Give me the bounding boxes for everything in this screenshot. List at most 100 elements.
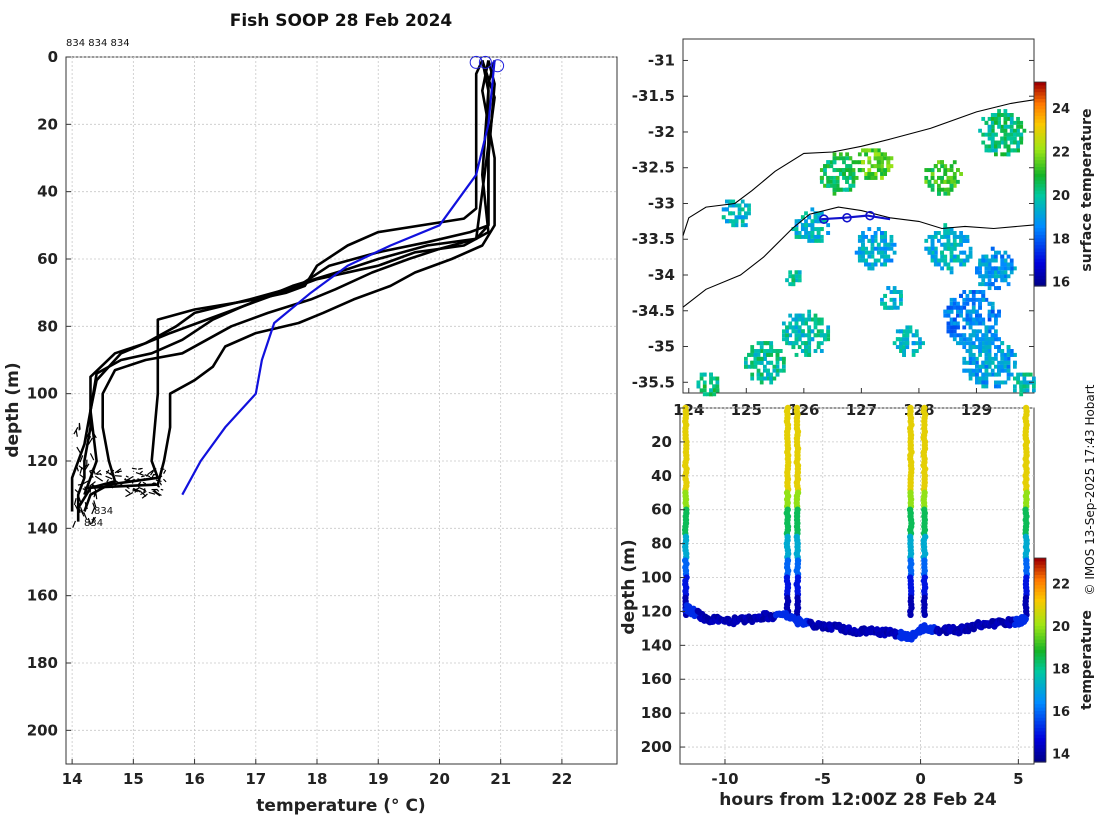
sst-pixel [734,215,739,220]
sst-pixel [905,325,910,330]
colorbar-segment [1034,139,1046,144]
sst-pixel [807,341,812,346]
colorbar-segment [1034,150,1046,154]
sst-pixel [1009,372,1014,377]
sst-pixel [889,297,894,302]
sst-pixel [981,341,986,346]
sst-pixel [747,352,751,357]
sst-pixel [1003,152,1008,157]
sst-pixel [984,258,989,263]
sst-pixel [835,168,840,173]
sst-pixel [813,238,818,243]
sst-pixel [829,164,834,169]
sst-pixel [978,301,982,306]
bottom-noise [125,475,129,478]
sst-pixel [940,187,944,192]
sst-pixel [1016,140,1020,145]
colorbar-tick-label: 14 [1052,748,1070,763]
series-line-profile-5 [84,60,496,490]
sst-pixel [914,349,919,353]
sst-pixel [826,164,831,169]
surface-marker [478,55,492,69]
sst-pixel [1003,136,1008,141]
sst-pixel [1003,258,1008,263]
sst-pixel [743,356,748,361]
sst-pixel [702,380,707,385]
sst-pixel [1000,140,1005,145]
sst-pixel [924,168,929,173]
sst-pixel [933,254,938,259]
bottom-noise [92,483,97,491]
colorbar-segment [1034,228,1046,233]
sst-pixel [1012,128,1017,133]
sst-pixel [930,258,935,263]
sst-pixel [797,219,802,224]
sst-pixel [946,262,951,267]
sst-pixel [826,223,831,228]
sst-pixel [984,262,989,267]
sst-pixel [775,364,780,369]
colorbar-segment [1034,578,1046,583]
sst-pixel [1003,144,1008,149]
sst-pixel [956,254,960,259]
sst-pixel [1003,140,1008,145]
sst-pixel [971,329,976,334]
sst-pixel [962,258,967,263]
sst-pixel [952,333,957,338]
sst-pixel [864,250,869,255]
sst-pixel [785,341,789,346]
sst-pixel [984,148,989,153]
sst-pixel [870,242,875,247]
sst-pixel [753,356,758,361]
sst-pixel [756,360,761,365]
sst-pixel [1003,262,1008,267]
bottom-noise [83,512,88,520]
colorbar-segment [1034,643,1046,647]
sst-pixel [699,376,704,381]
sst-pixel [731,223,736,228]
sst-pixel [743,360,748,365]
sst-pixel [734,223,739,228]
sst-pixel [861,238,865,243]
sst-pixel [959,309,963,314]
sst-pixel [892,305,897,310]
sst-pixel [949,168,954,173]
sst-pixel [965,321,970,326]
sst-pixel [1000,364,1005,369]
colorbar-segment [1034,677,1046,681]
sst-pixel [1003,270,1008,275]
sst-pixel [1019,388,1024,393]
sst-pixel [895,290,900,294]
sst-pixel [971,352,976,357]
sst-pixel [1000,128,1005,133]
sst-pixel [990,282,995,287]
sst-pixel [997,349,1001,353]
colorbar-segment [1034,745,1046,749]
section-panel: -10 -5 0 5 20 40 60 80 100 120 140 160 180 200 14 16 18… [619,404,1095,810]
sst-pixel [1022,388,1027,393]
sst-pixel [794,274,799,279]
sst-pixel [968,376,973,381]
colorbar-segment [1034,751,1046,756]
sst-pixel [886,286,891,291]
sst-pixel [810,227,815,232]
sst-pixel [804,211,808,216]
sst-pixel [883,293,888,298]
colorbar-segment [1034,180,1046,185]
sst-pixel [927,179,932,184]
sst-pixel [835,187,840,192]
sst-pixel [800,215,805,220]
sst-pixel [788,325,793,330]
bottom-noise [128,478,136,483]
sst-pixel [949,179,954,184]
sst-pixel [943,309,948,314]
sst-pixel [1003,120,1008,125]
coastline [682,99,1035,236]
sst-pixel [981,297,986,302]
sst-pixel [1022,384,1027,389]
sst-pixel [978,258,982,263]
bottom-noise [159,482,162,486]
sst-pixel [845,187,850,192]
sst-pixel [943,242,948,247]
sst-pixel [994,144,998,149]
